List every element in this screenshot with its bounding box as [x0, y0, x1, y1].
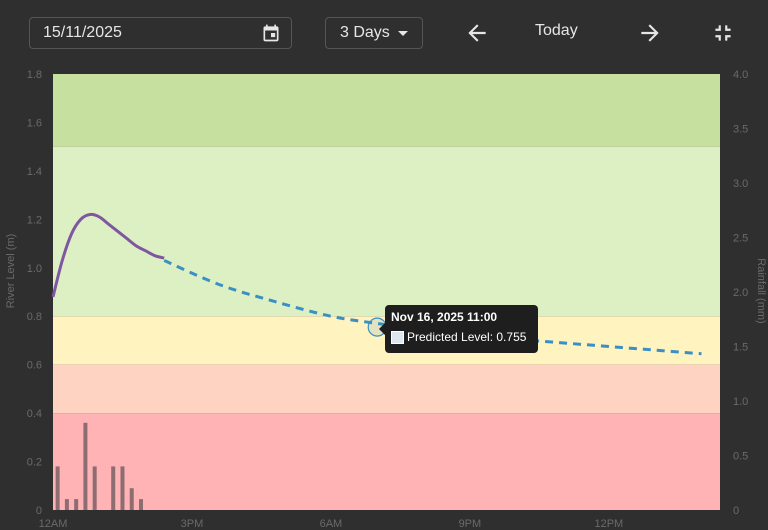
y2-tick-label: 3.0 [733, 178, 748, 190]
arrow-left-icon [468, 24, 486, 42]
previous-button[interactable] [464, 20, 490, 46]
rainfall-bar [83, 422, 88, 510]
y-tick-label: 1.6 [27, 117, 42, 129]
range-select-label: 3 Days [340, 24, 390, 41]
y2-tick-label: 1.5 [733, 342, 748, 354]
rainfall-bar [111, 466, 116, 510]
x-tick-label: 9PM [459, 518, 482, 530]
tooltip-arrow [379, 323, 385, 335]
x-tick-label: 12AM [39, 518, 68, 530]
y2-tick-label: 0.5 [733, 451, 748, 463]
y2-axis-title: Rainfall (mm) [755, 258, 767, 323]
toolbar: 3 Days Today [0, 0, 768, 66]
y-tick-label: 0 [36, 505, 42, 517]
y-tick-label: 1.0 [27, 263, 42, 275]
river-level-chart: 0 0.2 0.4 0.6 0.8 1.0 1.2 1.4 1.6 1.8 0 0.5 1.0 1.5 2… [5, 69, 767, 530]
calendar-icon[interactable] [261, 23, 281, 43]
collapse-button[interactable] [710, 20, 736, 46]
rainfall-bar [92, 466, 97, 510]
next-button[interactable] [637, 20, 663, 46]
y-tick-label: 0.4 [27, 408, 42, 420]
level-band-1 [53, 146, 720, 317]
tooltip-title: Nov 16, 2025 11:00 [391, 310, 498, 324]
y2-tick-label: 2.0 [733, 287, 748, 299]
y-tick-label: 0.8 [27, 311, 42, 323]
level-band-4 [53, 413, 720, 510]
y-tick-label: 1.2 [27, 214, 42, 226]
level-band-0 [53, 74, 720, 147]
rainfall-bar [129, 488, 134, 510]
y2-tick-label: 1.0 [733, 396, 748, 408]
rainfall-bar [55, 466, 60, 510]
tooltip: Nov 16, 2025 11:00 Predicted Level: 0.75… [379, 305, 538, 353]
level-band-3 [53, 364, 720, 414]
y-tick-label: 1.8 [27, 69, 42, 81]
rainfall-bar [64, 499, 69, 510]
y2-tick-label: 2.5 [733, 233, 748, 245]
x-tick-label: 3PM [181, 518, 204, 530]
rainfall-bar [139, 499, 144, 510]
fullscreen-exit-icon [715, 25, 731, 41]
date-input[interactable] [43, 18, 253, 48]
observed-level-line [51, 212, 165, 298]
rainfall-bar [74, 499, 79, 510]
y-tick-label: 0.6 [27, 360, 42, 372]
tooltip-swatch [391, 330, 404, 344]
x-tick-label: 12PM [594, 518, 623, 530]
tooltip-row: Predicted Level: 0.755 [391, 330, 532, 344]
chevron-down-icon [397, 30, 408, 36]
tooltip-label: Predicted Level: 0.755 [407, 330, 527, 344]
y2-tick-label: 0 [733, 505, 739, 517]
today-button[interactable]: Today [535, 22, 578, 39]
date-field[interactable] [29, 17, 292, 49]
y-axis-title: River Level (m) [5, 234, 17, 309]
y-tick-label: 1.4 [27, 166, 42, 178]
rainfall-bar [120, 466, 125, 510]
predicted-level-line [163, 259, 702, 356]
y2-tick-label: 4.0 [733, 69, 748, 81]
x-tick-label: 6AM [320, 518, 343, 530]
y-tick-label: 0.2 [27, 457, 42, 469]
arrow-right-icon [641, 24, 659, 42]
y2-tick-label: 3.5 [733, 124, 748, 136]
range-select[interactable]: 3 Days [325, 17, 423, 49]
